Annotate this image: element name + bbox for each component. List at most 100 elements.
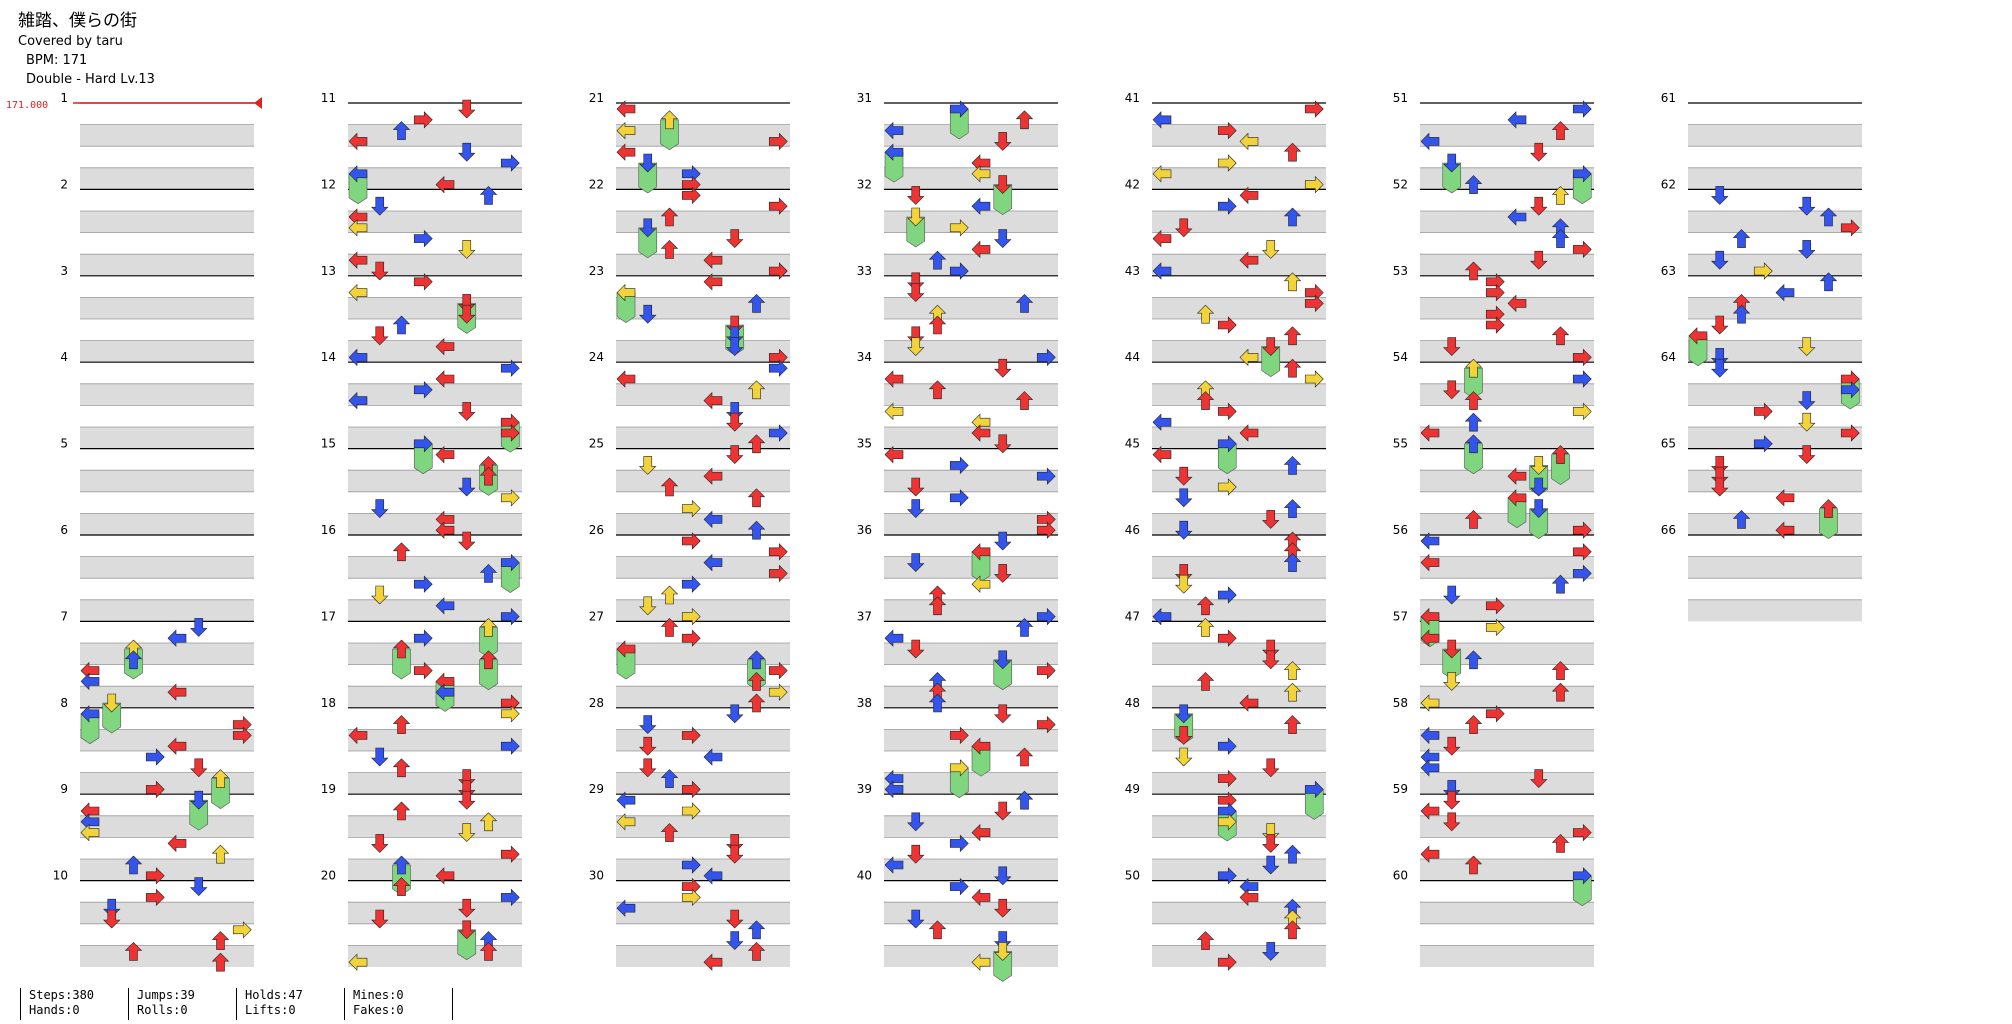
measure-number: 23 — [589, 264, 604, 278]
step-arrow-shape — [971, 543, 991, 561]
beat-band — [1688, 578, 1862, 600]
step-arrow-shape — [971, 823, 991, 842]
step-arrow — [1485, 316, 1505, 334]
step-arrow-shape — [1443, 790, 1461, 810]
step-arrow-shape — [884, 121, 904, 140]
measure-number: 10 — [53, 869, 68, 883]
step-arrow-shape — [1217, 435, 1237, 453]
beat-band — [616, 686, 790, 708]
step-arrow — [971, 197, 991, 215]
step-arrow — [616, 899, 636, 917]
step-arrow-shape — [1551, 574, 1570, 594]
step-arrow-shape — [994, 650, 1012, 670]
beat-band — [884, 211, 1058, 233]
step-arrow — [500, 705, 520, 723]
step-arrow-shape — [1485, 283, 1505, 302]
step-arrow-shape — [994, 564, 1012, 583]
beat-band — [80, 297, 254, 319]
step-arrow — [639, 456, 657, 475]
measure-number: 11 — [321, 91, 336, 105]
step-arrow-shape — [1551, 229, 1570, 248]
beat-band — [80, 859, 254, 881]
beat-band — [616, 556, 790, 579]
beat-band — [884, 945, 1058, 967]
step-arrow — [1507, 294, 1527, 313]
bpm-change-label: 171.000 — [6, 100, 48, 111]
beat-band — [616, 535, 790, 557]
step-arrow — [458, 920, 476, 940]
step-arrow — [884, 780, 904, 799]
step-arrow — [747, 380, 766, 400]
step-arrow — [1283, 661, 1302, 680]
beat-band — [1152, 945, 1326, 967]
beat-band — [616, 664, 790, 687]
beat-band — [884, 470, 1058, 492]
measure-number: 56 — [1393, 523, 1408, 537]
step-arrow-shape — [1572, 100, 1592, 118]
step-arrow-shape — [681, 186, 701, 205]
step-arrow-shape — [392, 877, 411, 896]
step-arrow — [1464, 434, 1483, 454]
step-arrow — [413, 435, 433, 453]
step-arrow-shape — [211, 769, 230, 788]
step-arrow — [479, 617, 498, 637]
step-arrow-shape — [1819, 272, 1838, 292]
step-arrow-shape — [949, 834, 969, 853]
beat-band — [1688, 254, 1862, 276]
beat-band — [80, 837, 254, 859]
step-arrow-shape — [500, 705, 520, 723]
beat-band — [80, 448, 254, 471]
step-arrow-shape — [928, 920, 947, 940]
step-arrow-shape — [500, 845, 520, 863]
step-arrow — [1217, 402, 1237, 421]
step-arrow-shape — [726, 337, 744, 357]
beat-band — [616, 815, 790, 838]
beat-band — [616, 794, 790, 816]
step-arrow-shape — [1507, 208, 1527, 226]
step-arrow-shape — [1036, 521, 1056, 539]
step-arrow-shape — [1688, 327, 1708, 345]
step-arrow-shape — [80, 705, 100, 723]
step-arrow — [1711, 250, 1729, 270]
step-arrow — [1239, 694, 1259, 712]
step-arrow — [348, 251, 368, 269]
step-arrow — [681, 888, 701, 907]
step-arrow-shape — [1464, 175, 1483, 194]
step-arrow — [994, 358, 1012, 378]
step-arrow-shape — [1262, 942, 1280, 961]
hold-note — [1507, 497, 1527, 529]
step-arrow-shape — [660, 477, 679, 497]
step-arrow — [1464, 509, 1483, 529]
step-arrow — [907, 909, 925, 929]
step-arrow — [1420, 726, 1440, 745]
step-arrow-shape — [1217, 629, 1237, 647]
beat-band — [1420, 254, 1594, 276]
step-arrow-shape — [1420, 553, 1440, 572]
beat-band — [616, 513, 790, 535]
measure-number: 49 — [1125, 782, 1140, 796]
step-arrow — [1507, 208, 1527, 226]
step-arrow-shape — [1443, 153, 1461, 173]
hold-note — [1442, 648, 1462, 680]
beat-band — [80, 405, 254, 427]
step-arrow — [726, 844, 744, 864]
measure-number: 59 — [1393, 782, 1408, 796]
step-arrow-shape — [479, 650, 498, 670]
step-arrow-shape — [1530, 456, 1548, 475]
step-arrow-shape — [124, 855, 143, 875]
step-arrow-shape — [348, 953, 368, 971]
beat-band — [80, 427, 254, 449]
measure-number: 57 — [1393, 609, 1408, 623]
step-arrow — [1732, 509, 1751, 529]
step-arrow — [1175, 218, 1193, 238]
jumps-count: Jumps:39 — [137, 988, 195, 1002]
step-arrow-shape — [413, 661, 433, 680]
step-arrow — [660, 585, 679, 605]
beat-band — [1152, 967, 1326, 989]
beat-band — [884, 859, 1058, 881]
step-arrow — [435, 337, 455, 356]
step-arrow — [1217, 478, 1237, 496]
step-arrow — [500, 154, 520, 172]
beat-band — [80, 319, 254, 341]
beat-band — [1420, 167, 1594, 190]
